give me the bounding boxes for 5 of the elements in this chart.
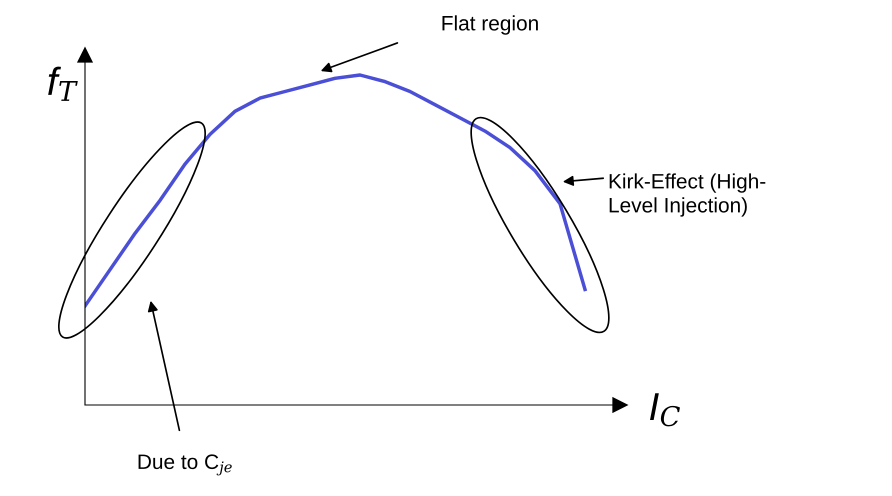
x-axis-title: I$_{C}$ bbox=[650, 393, 680, 426]
annotation: Kirk-Effect (High- Level Injection) bbox=[610, 173, 766, 217]
y-axis-title: f$_{T}$ bbox=[48, 66, 78, 101]
text: Due to C$_{je}$ bbox=[138, 454, 232, 476]
text: Flat region bbox=[442, 15, 538, 35]
